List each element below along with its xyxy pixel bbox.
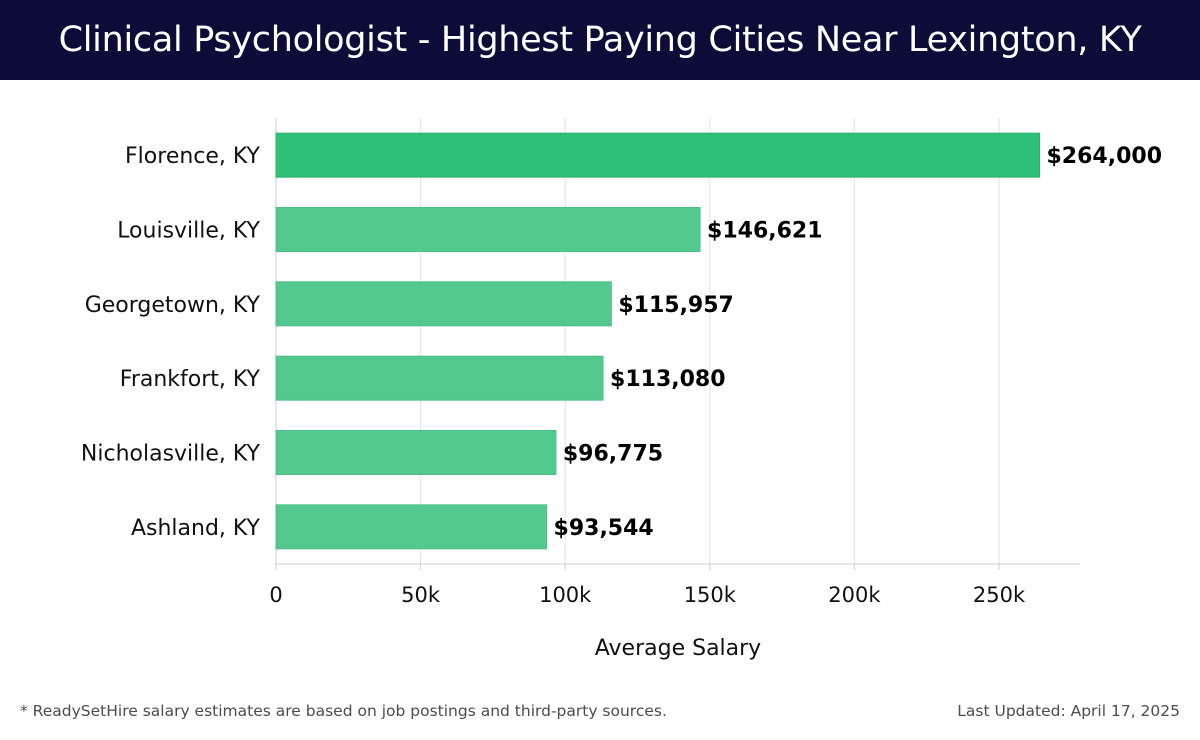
bar-1 [275,207,701,252]
value-label: $96,775 [563,442,663,467]
value-label: $146,621 [707,219,823,244]
category-label: Nicholasville, KY [81,442,261,467]
value-label: $264,000 [1047,144,1163,169]
category-label: Frankfort, KY [120,367,261,392]
chart-header: Clinical Psychologist - Highest Paying C… [0,0,1200,80]
x-tick-label: 50k [401,583,441,607]
bar-0 [275,132,1041,178]
x-tick-label: 150k [684,583,737,607]
bar-2 [275,281,612,327]
x-tick-label: 200k [828,583,881,607]
category-label: Georgetown, KY [85,293,261,318]
last-updated: Last Updated: April 17, 2025 [957,702,1180,720]
bar-chart: 0 50k 100k 150k 200k 250k Florence, KY $264,000… [81,118,1163,661]
bar-3 [275,355,604,401]
value-label: $115,957 [618,293,734,318]
bar-4 [275,430,557,475]
footer-note: * ReadySetHire salary estimates are base… [20,702,667,720]
category-label: Louisville, KY [117,219,260,244]
x-axis-title: Average Salary [595,636,761,661]
x-tick-label: 0 [269,583,282,607]
x-tick-label: 100k [539,583,592,607]
x-tick-label: 250k [973,583,1026,607]
category-label: Florence, KY [125,144,261,169]
bar-5 [275,504,548,550]
category-label: Ashland, KY [131,516,261,541]
value-label: $113,080 [610,367,726,392]
chart-title: Clinical Psychologist - Highest Paying C… [58,20,1142,60]
value-label: $93,544 [554,516,654,541]
